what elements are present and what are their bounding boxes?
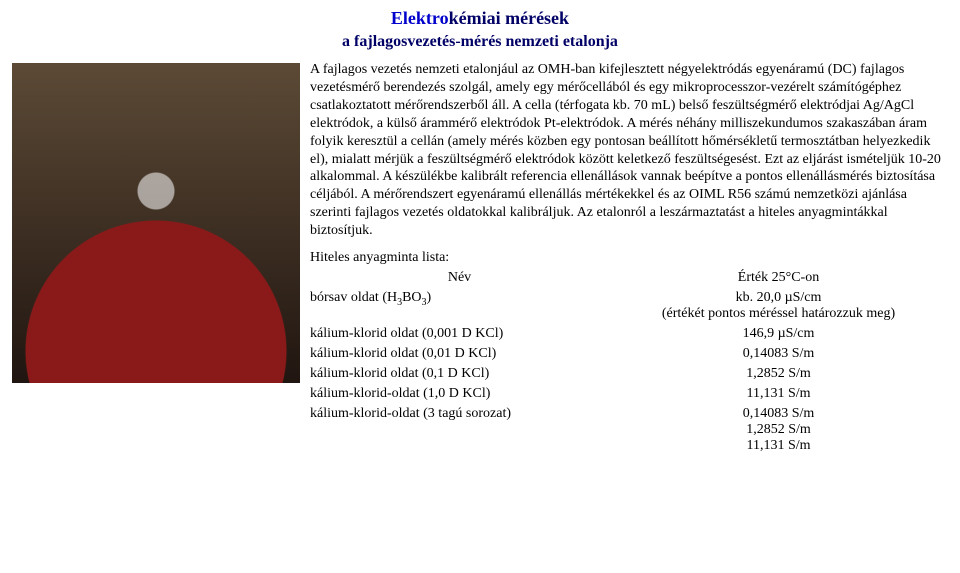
content-row: A fajlagos vezetés nemzeti etalonjául az…	[12, 61, 948, 456]
materials-table: Név Érték 25°C-on bórsav oldat (H3BO3)kb…	[310, 268, 948, 456]
material-name: bórsav oldat (H3BO3)	[310, 288, 619, 324]
material-name: kálium-klorid-oldat (1,0 D KCl)	[310, 384, 619, 404]
table-row: kálium-klorid oldat (0,1 D KCl)1,2852 S/…	[310, 364, 948, 384]
materials-table-body: bórsav oldat (H3BO3)kb. 20,0 µS/cm(érték…	[310, 288, 948, 456]
table-row: bórsav oldat (H3BO3)kb. 20,0 µS/cm(érték…	[310, 288, 948, 324]
table-row: kálium-klorid-oldat (3 tagú sorozat)0,14…	[310, 404, 948, 456]
table-row: kálium-klorid-oldat (1,0 D KCl)11,131 S/…	[310, 384, 948, 404]
description-text: A fajlagos vezetés nemzeti etalonjául az…	[310, 61, 948, 240]
material-value: 1,2852 S/m	[619, 364, 948, 384]
col-header-value: Érték 25°C-on	[619, 268, 948, 288]
table-row: kálium-klorid oldat (0,001 D KCl)146,9 µ…	[310, 324, 948, 344]
col-header-name: Név	[310, 268, 619, 288]
material-name: kálium-klorid oldat (0,1 D KCl)	[310, 364, 619, 384]
materials-list-heading: Hiteles anyagminta lista:	[310, 250, 948, 266]
apparatus-photo	[12, 63, 300, 383]
table-row: kálium-klorid oldat (0,01 D KCl)0,14083 …	[310, 344, 948, 364]
material-name: kálium-klorid-oldat (3 tagú sorozat)	[310, 404, 619, 456]
page-subtitle: a fajlagosvezetés-mérés nemzeti etalonja	[12, 33, 948, 51]
table-header-row: Név Érték 25°C-on	[310, 268, 948, 288]
material-value: 0,14083 S/m	[619, 344, 948, 364]
right-column: A fajlagos vezetés nemzeti etalonjául az…	[310, 61, 948, 456]
title-emphasis: Elektro	[391, 8, 449, 28]
material-name: kálium-klorid oldat (0,001 D KCl)	[310, 324, 619, 344]
material-value: kb. 20,0 µS/cm(értékét pontos méréssel h…	[619, 288, 948, 324]
title-rest: kémiai mérések	[449, 8, 569, 28]
material-value: 0,14083 S/m1,2852 S/m11,131 S/m	[619, 404, 948, 456]
page-title: Elektrokémiai mérések	[12, 8, 948, 29]
material-value: 11,131 S/m	[619, 384, 948, 404]
material-value: 146,9 µS/cm	[619, 324, 948, 344]
material-name: kálium-klorid oldat (0,01 D KCl)	[310, 344, 619, 364]
